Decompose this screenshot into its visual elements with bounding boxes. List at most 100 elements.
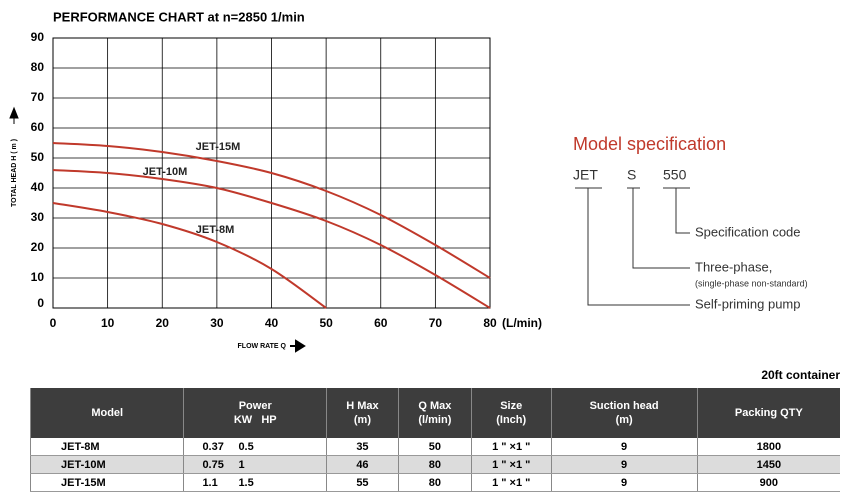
table-cell: 1450 (696, 455, 840, 474)
table-cell: 9 (550, 438, 698, 456)
x-tick-label: 10 (101, 316, 115, 330)
table-cell: 80 (397, 455, 472, 474)
cell-text: JET-8M (61, 440, 100, 453)
header-text: Power (238, 400, 272, 412)
table-cell: 900 (696, 473, 840, 492)
header-text: (Inch) (496, 414, 527, 426)
table-cell: 1 " ×1 " (470, 438, 552, 456)
table-cell: JET-15M (29, 473, 184, 492)
cell-text: 55 (356, 476, 369, 489)
cell-text: 0.37 (202, 440, 224, 453)
header-row: Model Power KW HP H Max (m) Q Max (l/min) Size (… (29, 388, 840, 438)
y-tick-label: 50 (31, 150, 45, 164)
cell-text: 9 (621, 476, 628, 489)
header-cell: Model (29, 388, 184, 438)
header-text: Packing QTY (734, 407, 803, 419)
table-cell: 80 (397, 473, 472, 492)
x-tick-label: 30 (210, 316, 224, 330)
cell-text: 1 " ×1 " (492, 440, 531, 453)
header-text: Model (91, 407, 124, 419)
table-cell: 55 (326, 473, 399, 492)
table-cell: 0.37 0.5 (183, 438, 327, 456)
y-arrow (9, 106, 19, 124)
series-label: JET-15M (196, 141, 241, 153)
header-text: Suction head (589, 400, 659, 412)
spec-code: JET (573, 167, 598, 183)
cell-text: 1.5 (238, 476, 254, 489)
header-text: Size (500, 400, 523, 412)
y-tick-label: 30 (31, 210, 45, 224)
y-tick-label: 60 (31, 120, 45, 134)
cell-text: JET-15M (61, 476, 106, 489)
spec-code: 550 (663, 167, 687, 183)
x-tick-label: 50 (319, 316, 333, 330)
x-tick-label: 20 (156, 316, 170, 330)
x-tick-label: 70 (429, 316, 443, 330)
spec-note: (single-phase non-standard) (695, 278, 808, 288)
table-cell: 50 (397, 438, 472, 456)
cell-text: JET-10M (61, 458, 106, 471)
table-cell: 35 (326, 438, 399, 456)
table-cell: 46 (326, 455, 399, 474)
header-text: H Max (346, 400, 379, 412)
header-cell: Q Max (l/min) (397, 388, 472, 438)
spec-title: Model specification (573, 134, 726, 154)
series-label: JET-10M (143, 166, 188, 178)
header-text: KW HP (233, 414, 277, 426)
y-tick-label: 40 (31, 180, 45, 194)
cell-text: 1 " ×1 " (492, 458, 531, 471)
curve (52, 169, 491, 309)
table-row: JET-8M 0.37 0.5 35 50 1 " ×1 " 9 1800 (29, 438, 840, 456)
spec-connectors (575, 187, 690, 306)
cell-text: 0.5 (238, 440, 254, 453)
curve (52, 142, 491, 279)
header-text: (m) (353, 414, 371, 426)
y-tick-label: 80 (31, 60, 45, 74)
table-cell: 9 (550, 473, 698, 492)
cell-text: 1800 (756, 440, 782, 453)
cell-text: 1.1 (202, 476, 218, 489)
x-tick-label: 60 (374, 316, 388, 330)
table-cell: 1 " ×1 " (470, 473, 552, 492)
table-cell: JET-10M (29, 455, 184, 474)
spec-desc: Self-priming pump (695, 296, 801, 311)
series-label: JET-8M (196, 224, 235, 236)
table-cell: JET-8M (29, 438, 184, 456)
y-tick-label: 10 (31, 270, 45, 284)
x-tick-label: 80 (483, 316, 497, 330)
header-text: (m) (615, 414, 633, 426)
x-axis-label: FLOW RATE Q (238, 343, 287, 350)
chart: PERFORMANCE CHART at n=2850 1/min TOTAL … (9, 9, 808, 353)
curve (52, 202, 327, 309)
spec-desc: Three-phase, (695, 259, 772, 274)
x-tick-label: 40 (265, 316, 279, 330)
cell-text: 900 (759, 476, 779, 489)
x-tick-label: 0 (50, 316, 57, 330)
y-tick-label: 70 (31, 90, 45, 104)
y-tick-label: 0 (37, 296, 44, 310)
spec-desc: Specification code (695, 224, 801, 239)
header-cell: Packing QTY (696, 388, 840, 438)
cell-text: 1 (238, 458, 245, 471)
cell-text: 1 " ×1 " (492, 476, 531, 489)
cell-text: 1450 (756, 458, 782, 471)
y-axis-label: TOTAL HEAD H ( m ) (11, 139, 18, 207)
cell-text: 9 (621, 440, 628, 453)
chart-title: PERFORMANCE CHART at n=2850 1/min (53, 9, 305, 24)
cell-text: 0.75 (202, 458, 224, 471)
cell-text: 46 (356, 458, 369, 471)
header-text: Q Max (418, 400, 452, 412)
cell-text: 50 (428, 440, 441, 453)
table-cell: 9 (550, 455, 698, 474)
header-cell: Size (Inch) (470, 388, 552, 438)
table-cell: 0.75 1 (183, 455, 327, 474)
cell-text: 80 (428, 458, 441, 471)
table-cell: 1800 (696, 438, 840, 456)
header-cell: H Max (m) (326, 388, 399, 438)
x-arrow (290, 339, 306, 353)
table-row: JET-15M 1.1 1.5 55 80 1 " ×1 " 9 900 (29, 473, 840, 492)
cell-text: 35 (356, 440, 369, 453)
spec-code: S (627, 167, 636, 183)
header-cell: Power KW HP (183, 388, 327, 438)
